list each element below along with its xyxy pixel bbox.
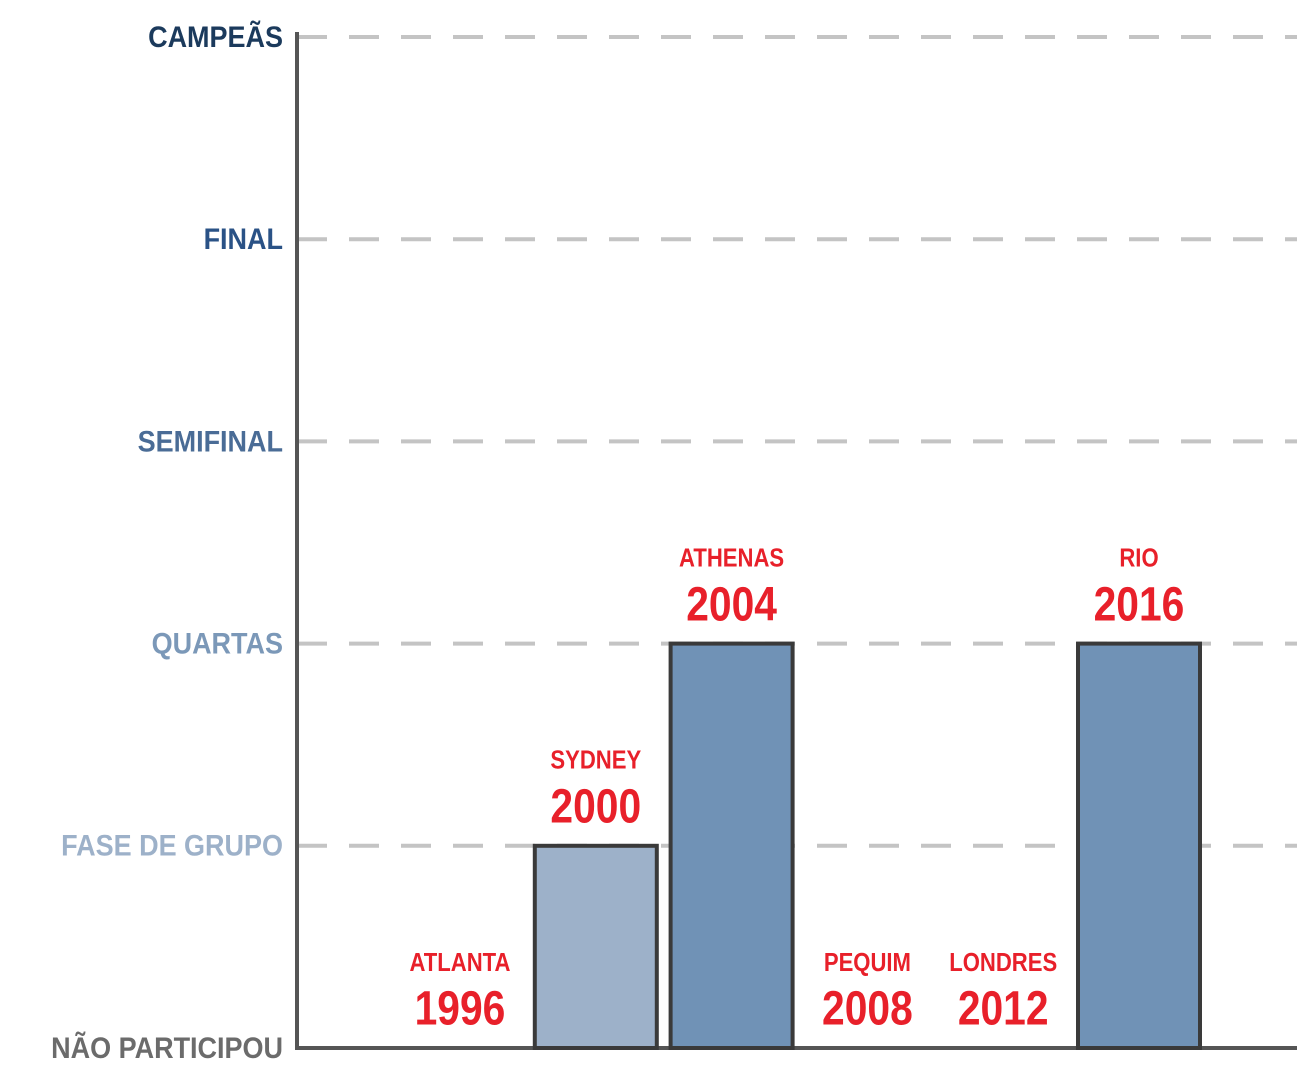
bar (668, 641, 795, 1050)
y-tick-label: NÃO PARTICIPOU (51, 1032, 283, 1066)
category-label: PEQUIM (824, 948, 911, 977)
year-label: 2016 (1094, 578, 1185, 631)
category-label: LONDRES (949, 948, 1057, 977)
y-tick-label: SEMIFINAL (138, 425, 283, 459)
year-label: 2000 (550, 780, 641, 833)
year-label: 2004 (686, 578, 777, 631)
bar (532, 843, 659, 1050)
y-tick-label: FINAL (204, 223, 283, 257)
y-tick-label: FASE DE GRUPO (61, 829, 283, 863)
category-label: RIO (1119, 544, 1158, 573)
y-tick-label: CAMPEÃS (148, 21, 283, 55)
year-label: 2012 (958, 983, 1049, 1036)
category-label: SYDNEY (550, 746, 641, 775)
category-label: ATLANTA (410, 948, 511, 977)
y-tick-label: QUARTAS (152, 627, 283, 661)
year-label: 1996 (415, 983, 506, 1036)
bar (1076, 641, 1202, 1050)
category-label: ATHENAS (679, 544, 784, 573)
year-label: 2008 (822, 983, 913, 1036)
